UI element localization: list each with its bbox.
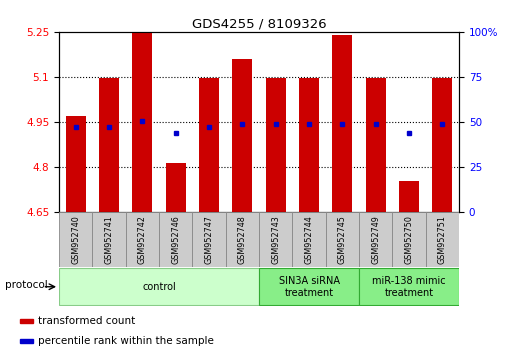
Bar — [192, 212, 226, 267]
Text: control: control — [142, 282, 176, 292]
Text: GSM952748: GSM952748 — [238, 216, 247, 264]
Bar — [292, 212, 326, 267]
Text: GSM952750: GSM952750 — [405, 215, 413, 264]
Bar — [59, 268, 259, 306]
Bar — [359, 268, 459, 306]
Bar — [92, 212, 126, 267]
Bar — [426, 212, 459, 267]
Text: GSM952745: GSM952745 — [338, 215, 347, 264]
Text: GSM952746: GSM952746 — [171, 216, 180, 264]
Text: protocol: protocol — [5, 280, 48, 290]
Bar — [132, 33, 152, 212]
Bar — [59, 212, 92, 267]
Bar — [126, 212, 159, 267]
Text: GSM952751: GSM952751 — [438, 215, 447, 264]
Bar — [99, 79, 119, 212]
Bar — [432, 79, 452, 212]
Title: GDS4255 / 8109326: GDS4255 / 8109326 — [192, 18, 326, 31]
Bar — [299, 79, 319, 212]
Text: GSM952743: GSM952743 — [271, 216, 280, 264]
Bar — [326, 212, 359, 267]
Bar — [332, 35, 352, 212]
Bar — [166, 163, 186, 212]
Text: GSM952744: GSM952744 — [305, 216, 313, 264]
Bar — [21, 339, 33, 343]
Bar — [359, 212, 392, 267]
Bar — [159, 212, 192, 267]
Text: SIN3A siRNA
treatment: SIN3A siRNA treatment — [279, 276, 340, 298]
Bar — [259, 212, 292, 267]
Bar — [366, 79, 386, 212]
Bar — [226, 212, 259, 267]
Text: percentile rank within the sample: percentile rank within the sample — [38, 336, 214, 346]
Text: GSM952740: GSM952740 — [71, 216, 80, 264]
Bar — [392, 212, 426, 267]
Bar — [66, 115, 86, 212]
Bar — [399, 181, 419, 212]
Bar — [199, 79, 219, 212]
Text: GSM952741: GSM952741 — [105, 216, 113, 264]
Bar — [259, 268, 359, 306]
Text: GSM952749: GSM952749 — [371, 215, 380, 264]
Bar — [266, 79, 286, 212]
Bar — [232, 59, 252, 212]
Bar — [21, 319, 33, 323]
Text: miR-138 mimic
treatment: miR-138 mimic treatment — [372, 276, 446, 298]
Text: GSM952742: GSM952742 — [138, 215, 147, 264]
Text: GSM952747: GSM952747 — [205, 215, 213, 264]
Text: transformed count: transformed count — [38, 316, 135, 326]
